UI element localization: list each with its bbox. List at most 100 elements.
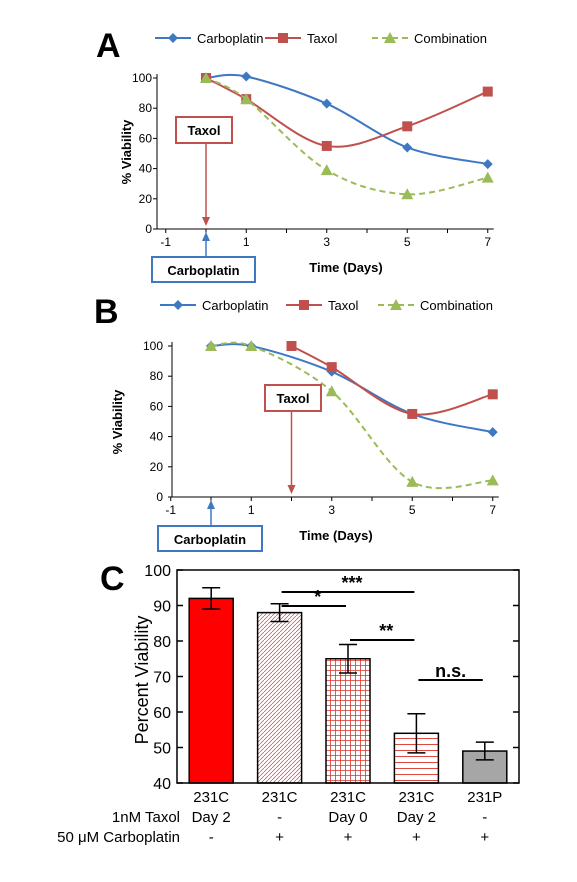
panel-c-y-tick-label: 100: [144, 563, 171, 580]
panel-b-data-point-taxol: [286, 341, 297, 351]
panel-c-row-value: +: [344, 829, 353, 846]
panel-c-bar: [188, 597, 234, 784]
panel-a-carboplatin-annotation-arrow-head: [202, 232, 210, 241]
panel-c-y-tick-label: 80: [153, 634, 171, 651]
panel-b-x-tick-label: 5: [409, 503, 416, 517]
panel-a-y-tick-label: 60: [139, 131, 153, 145]
panel-c-category-label: 231P: [467, 789, 502, 806]
panel-b-data-point-combination: [406, 475, 419, 487]
panel-c-bar: [256, 611, 303, 784]
panel-c-error-bar: [270, 602, 289, 623]
panel-b-carboplatin-annotation-label: Carboplatin: [174, 532, 246, 547]
panel-c-y-tick-label: 60: [153, 705, 171, 722]
panel-c-category-label: 231C: [330, 789, 366, 806]
panel-b-y-tick-label: 40: [150, 430, 164, 444]
panel-b-data-point-combination: [205, 340, 217, 351]
panel-a-legend-label: Carboplatin: [197, 31, 264, 46]
panel-a-carboplatin-annotation-box: [151, 256, 256, 283]
panel-c-y-tick-label: 70: [153, 670, 171, 687]
panel-a-x-tick-label: 3: [323, 235, 330, 249]
panel-c-letter: C: [100, 560, 125, 598]
panel-b-x-axis-title: Time (Days): [299, 528, 372, 543]
panel-a-x-tick-label: -1: [160, 235, 171, 249]
panel-b-x-tick-label: 1: [248, 503, 255, 517]
panel-b-legend-marker: [173, 300, 183, 310]
panel-b-legend-label: Combination: [420, 298, 493, 313]
panel-b-legend-label: Carboplatin: [202, 298, 269, 313]
panel-c-error-bar: [202, 587, 221, 610]
panel-c-row-value: Day 2: [192, 809, 231, 826]
panel-a-x-tick-label: 7: [484, 235, 491, 249]
panel-b-x-tick-label: -1: [165, 503, 176, 517]
panel-c-category-label: 231C: [398, 789, 434, 806]
panel-a-taxol-annotation-box: [175, 116, 233, 144]
panel-c-y-tick-label: 50: [153, 741, 171, 758]
panel-a-y-axis-title: % Viability: [119, 119, 134, 185]
panel-b-y-tick-label: 100: [143, 339, 163, 353]
panel-c-significance-label: *: [314, 587, 321, 607]
panel-c-error-bar: [475, 741, 494, 761]
panel-a-data-point-taxol: [482, 86, 493, 97]
panel-a-letter: A: [96, 27, 121, 65]
panel-b-series-line-combination: [210, 341, 493, 490]
panel-b-series-line-carboplatin: [210, 343, 493, 434]
panel-b-taxol-annotation-arrow-head: [287, 485, 296, 494]
panel-c-category-label: 231C: [262, 789, 298, 806]
panel-a-data-point-combination: [200, 72, 212, 83]
panel-c-row-value: -: [482, 809, 487, 826]
panel-b-y-tick-label: 80: [150, 369, 164, 383]
panel-b-letter: B: [94, 293, 119, 331]
panel-c-significance-label: ***: [341, 573, 362, 593]
panel-b-data-point-combination: [325, 385, 338, 397]
panel-a-data-point-combination: [320, 164, 333, 176]
panel-a-y-tick-label: 40: [139, 162, 153, 176]
panel-a-taxol-annotation-arrow-head: [202, 217, 210, 226]
panel-b-data-point-combination: [486, 474, 499, 486]
panel-a-series-line-taxol: [205, 77, 489, 148]
panel-a-y-tick-label: 0: [145, 222, 152, 236]
panel-b-data-point-taxol: [326, 362, 337, 373]
panel-b-legend-marker: [390, 299, 402, 310]
panel-b-x-tick-label: 3: [328, 503, 335, 517]
panel-a-series-line-carboplatin: [205, 73, 488, 166]
panel-a-legend-label: Combination: [414, 31, 487, 46]
panel-c-row-value: +: [275, 829, 284, 846]
panel-b-y-axis-title: % Viability: [110, 389, 125, 455]
panel-a-data-point-carboplatin: [321, 98, 332, 109]
panel-b-y-tick-label: 20: [150, 460, 164, 474]
panel-b-x-tick-label: 7: [489, 503, 496, 517]
panel-a-y-tick-label: 100: [132, 71, 152, 85]
panel-a-legend-marker: [168, 33, 178, 43]
panel-b-y-tick-label: 0: [156, 490, 163, 504]
panel-a-legend-label: Taxol: [307, 31, 337, 46]
panel-c-category-label: 231C: [193, 789, 229, 806]
panel-b-line-chart: B % Viability Time (Days) 0 20 40 60 80 100 -1…: [94, 293, 499, 552]
panel-a-data-point-taxol: [321, 140, 332, 151]
panel-b-series-line-taxol: [291, 345, 494, 416]
panel-c-row-value: -: [277, 809, 282, 826]
panel-c-significance-label: **: [379, 621, 393, 641]
panel-b-carboplatin-annotation-box: [157, 525, 263, 552]
panel-b-data-point-taxol: [487, 389, 498, 400]
panel-b-y-tick-label: 60: [150, 399, 164, 413]
panel-a-y-tick-label: 80: [139, 101, 153, 115]
panel-b-legend-marker: [299, 300, 309, 310]
panel-b-taxol-annotation-label: Taxol: [277, 391, 310, 406]
panel-c-y-axis-title: Percent Viability: [132, 616, 152, 745]
panel-a-line-chart: A % Viability Time (Days) 0 20 40 60 80 100 -1…: [96, 27, 494, 283]
panel-c-y-tick-label: 90: [153, 599, 171, 616]
panel-c-row-value: Day 2: [397, 809, 436, 826]
panel-a-data-point-carboplatin: [402, 142, 413, 153]
panel-c-row-value: Day 0: [328, 809, 367, 826]
panel-a-data-point-taxol: [402, 121, 413, 132]
panel-a-data-point-carboplatin: [241, 71, 252, 82]
panel-b-data-point-combination: [245, 340, 258, 351]
panel-c-row-label: 50 μM Carboplatin: [57, 829, 180, 846]
panel-c-row-value: +: [480, 829, 489, 846]
panel-b-taxol-annotation-box: [264, 384, 322, 412]
panel-a-taxol-annotation-label: Taxol: [188, 123, 221, 138]
panel-b-carboplatin-annotation-arrow-head: [207, 500, 215, 509]
panel-b-data-point-taxol: [407, 408, 418, 419]
panel-c-significance-label: n.s.: [435, 661, 466, 681]
